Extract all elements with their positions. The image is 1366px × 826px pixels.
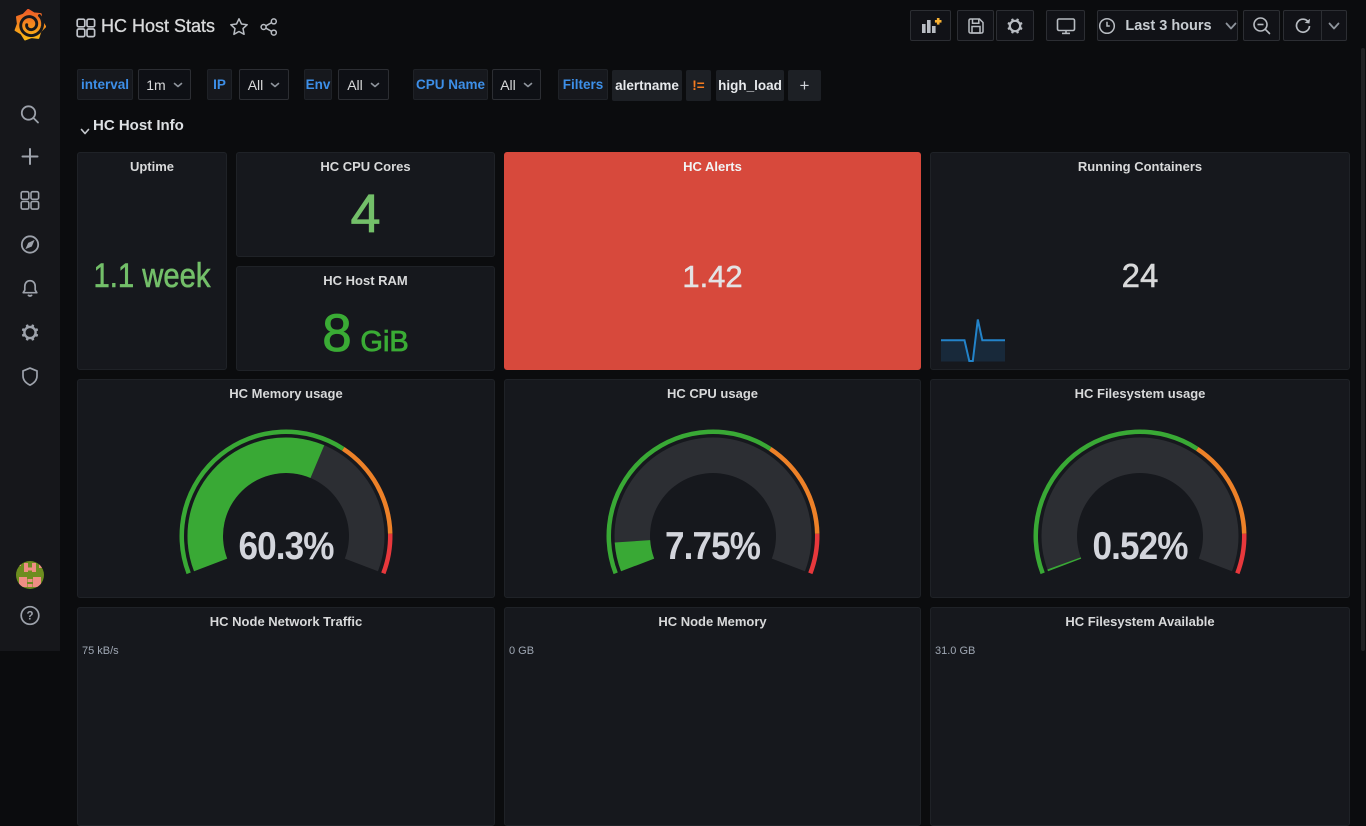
svg-text:?: ? xyxy=(26,611,33,623)
